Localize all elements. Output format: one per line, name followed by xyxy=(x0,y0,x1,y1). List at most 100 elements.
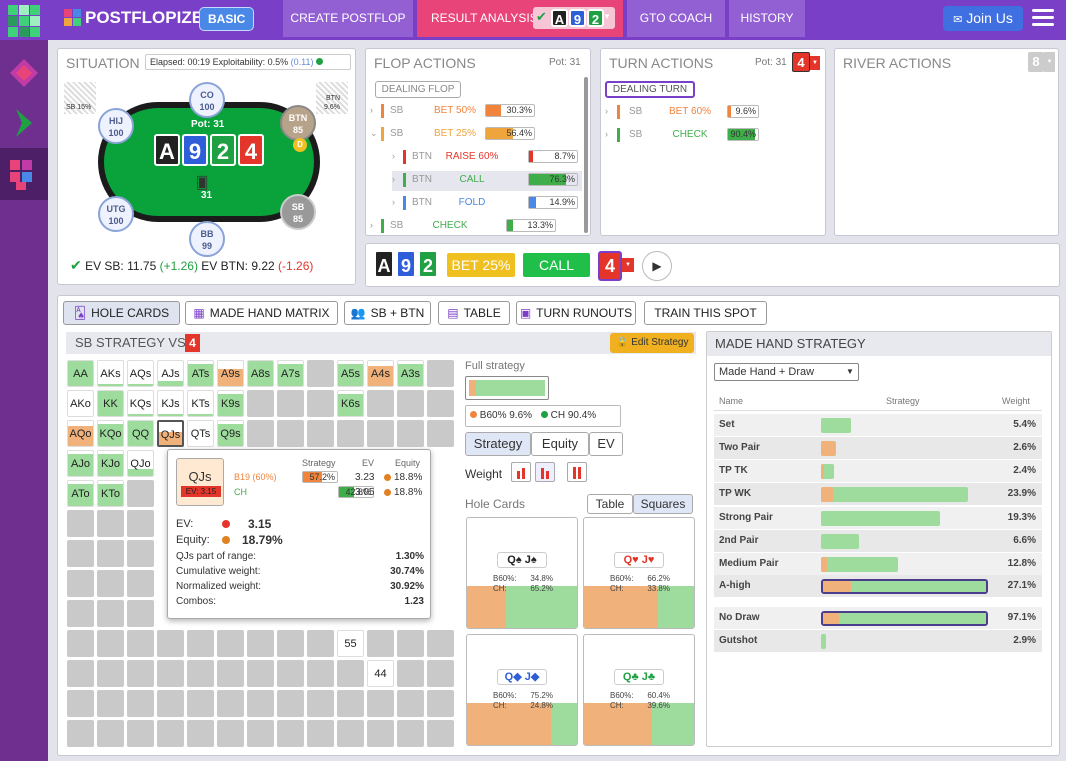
matrix-cell[interactable]: QTs xyxy=(187,420,214,447)
matrix-cell[interactable] xyxy=(307,390,334,417)
tab-create-postflop[interactable]: CREATE POSTFLOP xyxy=(283,0,413,37)
matrix-cell[interactable] xyxy=(67,660,94,687)
matrix-cell[interactable] xyxy=(127,480,154,507)
matrix-cell[interactable] xyxy=(337,420,364,447)
play-icon[interactable]: ▶ xyxy=(642,251,672,281)
made-hand-row[interactable]: Two Pair 2.6% xyxy=(714,437,1042,459)
seat-utg[interactable]: UTG 100 xyxy=(98,196,134,232)
made-hand-row[interactable]: Gutshot 2.9% xyxy=(714,630,1042,652)
matrix-cell[interactable]: KJo xyxy=(97,450,124,477)
matrix-cell[interactable] xyxy=(247,690,274,717)
matrix-cell[interactable] xyxy=(397,660,424,687)
matrix-cell[interactable]: AKo xyxy=(67,390,94,417)
matrix-cell[interactable] xyxy=(217,720,244,747)
matrix-cell[interactable]: QJs xyxy=(157,420,184,447)
matrix-cell[interactable]: K6s xyxy=(337,390,364,417)
matrix-cell[interactable] xyxy=(217,690,244,717)
matrix-cell[interactable] xyxy=(97,630,124,657)
matrix-cell[interactable] xyxy=(67,570,94,597)
matrix-cell[interactable]: QQ xyxy=(127,420,154,447)
matrix-cell[interactable]: A9s xyxy=(217,360,244,387)
matrix-cell[interactable] xyxy=(127,510,154,537)
btn-range-thumb[interactable]: BTN 9.6% xyxy=(316,82,348,114)
made-hand-row[interactable]: Medium Pair 12.8% xyxy=(714,553,1042,575)
matrix-cell[interactable] xyxy=(187,720,214,747)
matrix-cell[interactable]: A8s xyxy=(247,360,274,387)
matrix-cell[interactable]: A5s xyxy=(337,360,364,387)
matrix-cell[interactable] xyxy=(247,420,274,447)
matrix-cell[interactable]: ATo xyxy=(67,480,94,507)
flop-action-row[interactable]: › BTN FOLD 14.9% xyxy=(392,194,582,214)
matrix-cell[interactable] xyxy=(397,390,424,417)
matrix-cell[interactable] xyxy=(367,690,394,717)
seat-btn[interactable]: BTN 85 xyxy=(280,105,316,141)
matrix-cell[interactable]: AKs xyxy=(97,360,124,387)
view-table-button[interactable]: Table xyxy=(587,494,633,514)
tab-gto-coach[interactable]: GTO COACH xyxy=(627,0,725,37)
matrix-cell[interactable] xyxy=(157,660,184,687)
matrix-cell[interactable] xyxy=(337,720,364,747)
join-us-button[interactable]: ✉ Join Us xyxy=(943,6,1023,31)
matrix-cell[interactable] xyxy=(217,630,244,657)
matrix-cell[interactable] xyxy=(97,600,124,627)
made-hand-row[interactable]: TP TK 2.4% xyxy=(714,460,1042,482)
matrix-cell[interactable] xyxy=(247,720,274,747)
made-hand-row[interactable]: 2nd Pair 6.6% xyxy=(714,530,1042,552)
matrix-cell[interactable]: KK xyxy=(97,390,124,417)
matrix-cell[interactable]: A3s xyxy=(397,360,424,387)
matrix-cell[interactable] xyxy=(97,510,124,537)
matrix-cell[interactable] xyxy=(427,390,454,417)
matrix-cell[interactable] xyxy=(397,630,424,657)
tab-table[interactable]: ▤ TABLE xyxy=(438,301,510,325)
seat-co[interactable]: CO 100 xyxy=(189,82,225,118)
flop-action-row[interactable]: › SB CHECK 13.3% xyxy=(370,217,582,237)
made-hand-row[interactable]: No Draw 97.1% xyxy=(714,607,1042,629)
chevron-down-icon[interactable]: ▼ xyxy=(1044,52,1055,72)
chevron-down-icon[interactable]: ▼ xyxy=(622,258,634,272)
matrix-cell[interactable]: AQo xyxy=(67,420,94,447)
flop-action-row[interactable]: › BTN RAISE 60% 8.7% xyxy=(392,148,582,168)
matrix-cell[interactable] xyxy=(67,600,94,627)
tab-sb-btn[interactable]: 👥 SB + BTN xyxy=(344,301,431,325)
weight-option-1[interactable] xyxy=(511,462,531,482)
matrix-cell[interactable] xyxy=(67,630,94,657)
matrix-cell[interactable] xyxy=(307,360,334,387)
matrix-cell[interactable] xyxy=(97,570,124,597)
matrix-cell[interactable]: KTs xyxy=(187,390,214,417)
matrix-cell[interactable] xyxy=(97,690,124,717)
tab-history[interactable]: HISTORY xyxy=(729,0,805,37)
matrix-cell[interactable] xyxy=(127,600,154,627)
matrix-cell[interactable] xyxy=(277,630,304,657)
matrix-cell[interactable] xyxy=(367,720,394,747)
matrix-cell[interactable] xyxy=(277,390,304,417)
matrix-cell[interactable] xyxy=(277,660,304,687)
flop-scrollbar[interactable] xyxy=(584,77,588,233)
matrix-cell[interactable]: A7s xyxy=(277,360,304,387)
matrix-cell[interactable] xyxy=(127,720,154,747)
mode-strategy-button[interactable]: Strategy xyxy=(465,432,531,456)
matrix-cell[interactable] xyxy=(397,720,424,747)
matrix-cell[interactable] xyxy=(67,690,94,717)
matrix-cell[interactable] xyxy=(247,630,274,657)
matrix-cell[interactable] xyxy=(127,570,154,597)
app-logo[interactable] xyxy=(8,5,40,37)
tab-hole-cards[interactable]: 🂡 HOLE CARDS xyxy=(63,301,180,325)
made-hand-row[interactable]: A-high 27.1% xyxy=(714,575,1042,597)
hole-card-combo[interactable]: Q♥ J♥ B60%: 66.2% CH: 33.8% xyxy=(583,517,695,629)
matrix-cell[interactable]: 55 xyxy=(337,630,364,657)
made-hand-row[interactable]: TP WK 23.9% xyxy=(714,483,1042,505)
river-card[interactable]: 8 xyxy=(1028,52,1044,72)
matrix-cell[interactable] xyxy=(337,690,364,717)
matrix-cell[interactable]: K9s xyxy=(217,390,244,417)
matrix-cell[interactable] xyxy=(427,690,454,717)
matrix-cell[interactable] xyxy=(337,660,364,687)
matrix-cell[interactable] xyxy=(307,420,334,447)
diamond-tool-icon[interactable] xyxy=(6,55,42,91)
matrix-cell[interactable]: AJs xyxy=(157,360,184,387)
matrix-cell[interactable] xyxy=(427,360,454,387)
matrix-cell[interactable] xyxy=(427,660,454,687)
matrix-cell[interactable] xyxy=(367,630,394,657)
turn-action-row[interactable]: › SB CHECK 90.4% xyxy=(605,126,819,146)
